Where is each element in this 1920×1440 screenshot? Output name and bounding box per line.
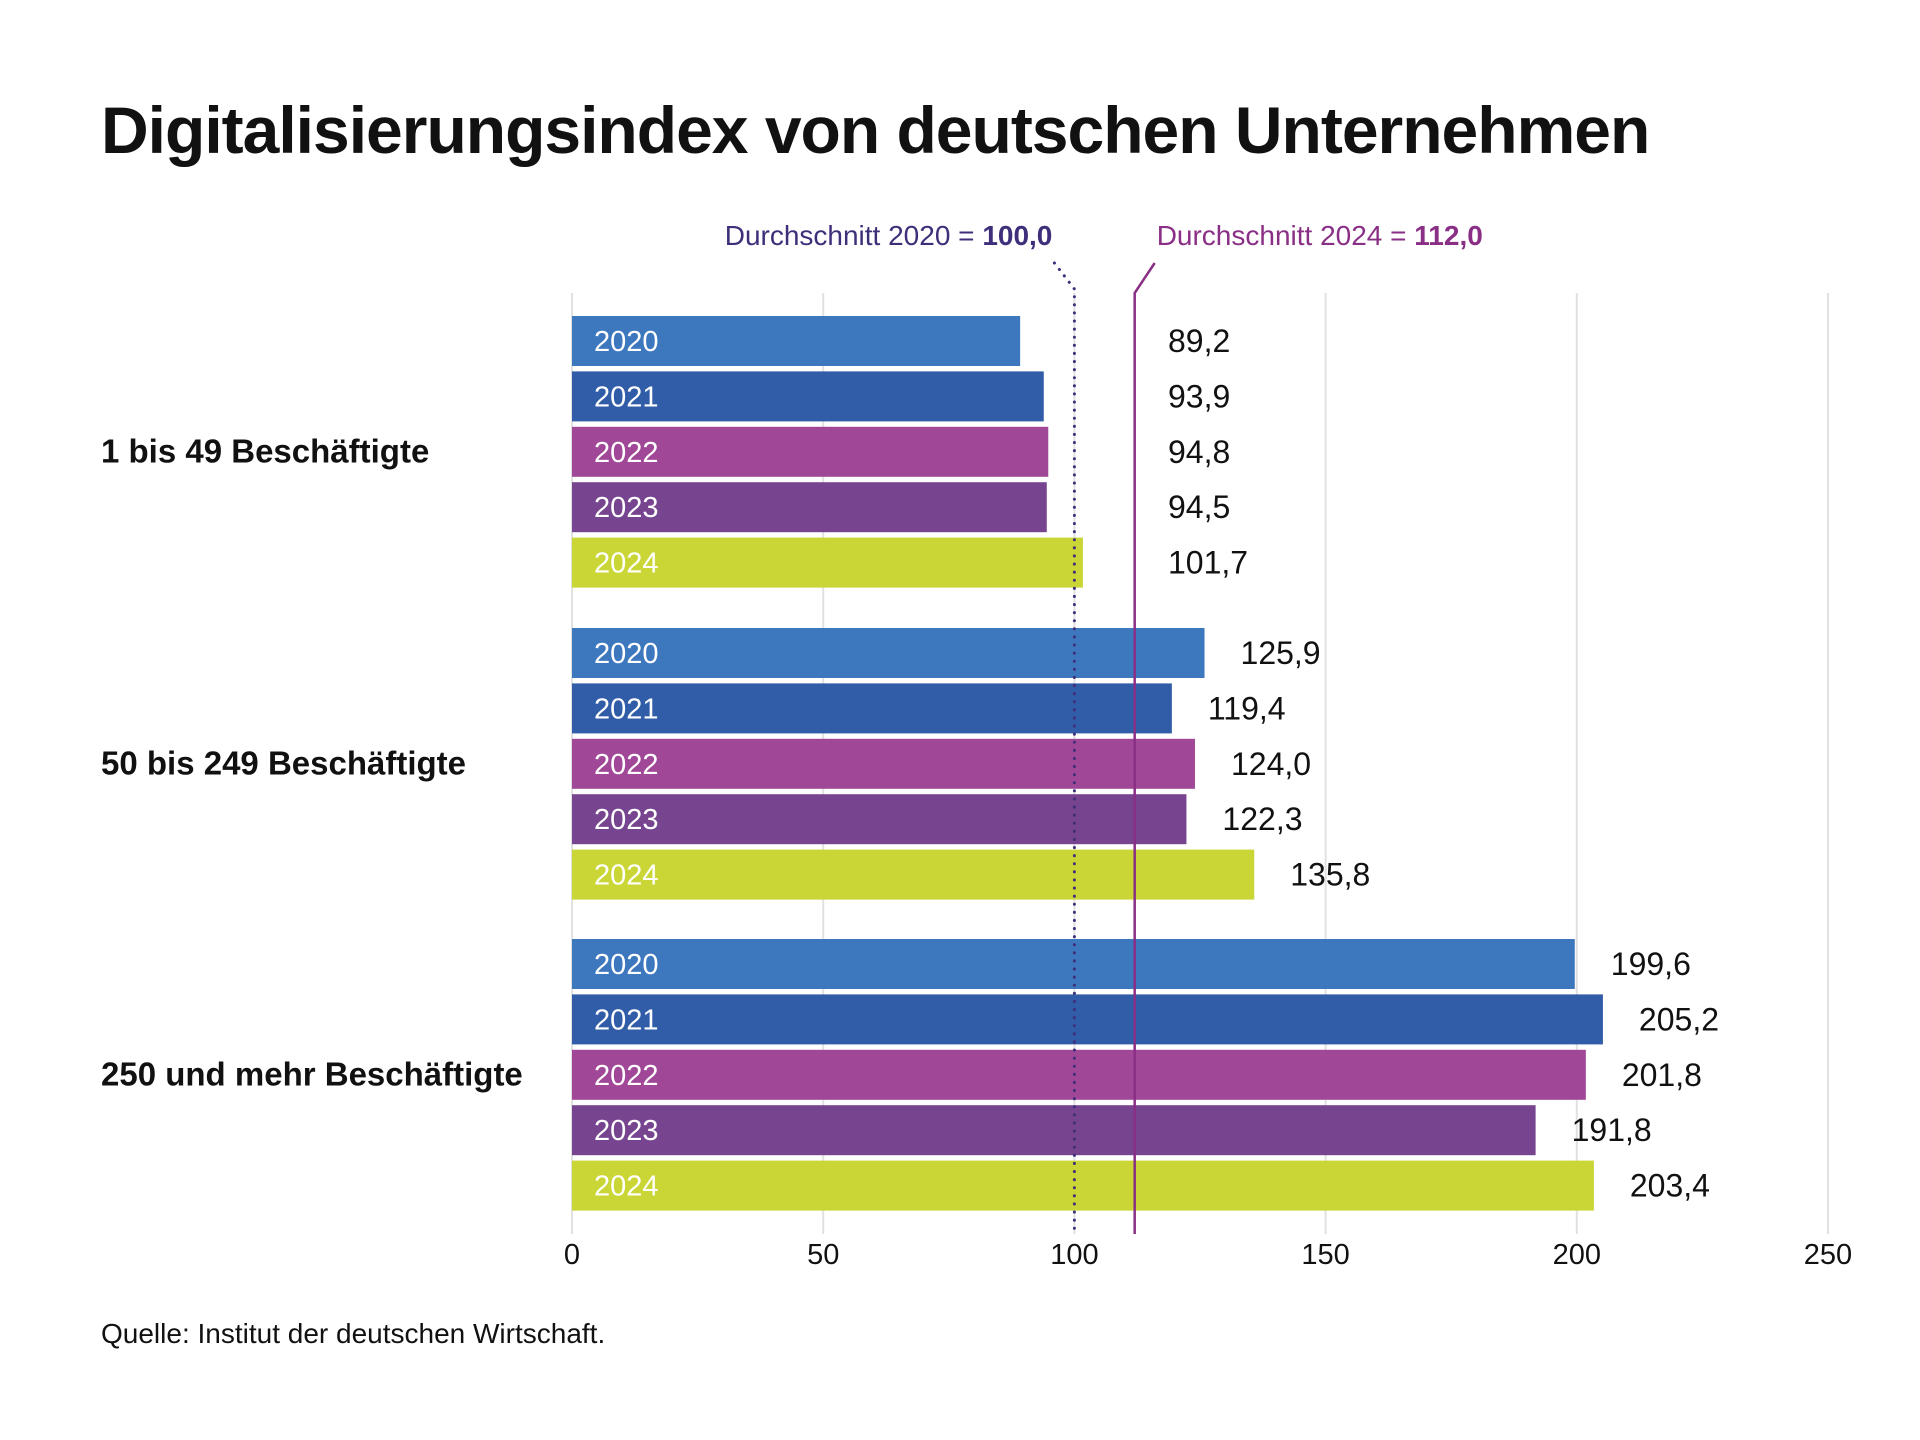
labels: 1 bis 49 Beschäftigte 2020 89,2 2021 93,9 202… [101, 323, 1719, 1204]
bar [572, 1049, 1586, 1100]
value-label: 125,9 [1241, 635, 1321, 671]
reference-line-avg-2024 [1133, 262, 1156, 1234]
bar [572, 738, 1195, 789]
value-label: 201,8 [1622, 1057, 1702, 1093]
bar [572, 426, 1049, 477]
bar [572, 994, 1603, 1045]
value-label: 191,8 [1572, 1112, 1652, 1148]
source-note: Quelle: Institut der deutschen Wirtschaf… [101, 1318, 606, 1349]
value-label: 101,7 [1168, 545, 1248, 581]
x-tick-label: 100 [1050, 1239, 1098, 1271]
bar [572, 371, 1044, 422]
bar [572, 628, 1205, 678]
bars [572, 316, 1603, 1211]
value-label: 94,8 [1168, 434, 1230, 470]
bar [572, 849, 1255, 900]
x-axis-ticks: 0 50 100 150 200 250 [564, 1239, 1852, 1271]
bar [572, 1160, 1594, 1211]
x-tick-label: 250 [1804, 1239, 1852, 1271]
category-label: 250 und mehr Beschäftigte [101, 1056, 523, 1093]
bar-year-label: 2021 [594, 1004, 659, 1036]
value-label: 205,2 [1639, 1001, 1719, 1037]
value-label: 93,9 [1168, 378, 1230, 414]
bar-year-label: 2022 [594, 437, 659, 469]
bar-year-label: 2020 [594, 326, 659, 358]
reference-label-avg-2020: Durchschnitt 2020 = 100,0 [725, 220, 1053, 251]
bar [572, 939, 1575, 989]
bar [572, 683, 1172, 734]
bar [572, 482, 1047, 533]
bar-year-label: 2021 [594, 693, 659, 725]
x-tick-label: 50 [807, 1239, 839, 1271]
reference-line-avg-2020 [1052, 261, 1076, 1236]
value-label: 135,8 [1290, 857, 1370, 893]
chart-title: Digitalisierungsindex von deutschen Unte… [101, 93, 1650, 167]
bar-year-label: 2024 [594, 548, 659, 580]
category-label: 50 bis 249 Beschäftigte [101, 745, 466, 782]
value-label: 122,3 [1222, 801, 1302, 837]
bar [572, 794, 1187, 845]
value-label: 119,4 [1208, 690, 1286, 726]
value-label: 203,4 [1630, 1168, 1710, 1204]
bar-year-label: 2023 [594, 492, 659, 524]
category-label: 1 bis 49 Beschäftigte [101, 433, 429, 470]
bar-year-label: 2024 [594, 860, 659, 892]
value-label: 94,5 [1168, 489, 1230, 525]
bar-year-label: 2023 [594, 804, 659, 836]
reference-lines: Durchschnitt 2020 = 100,0 Durchschnitt 20… [725, 220, 1483, 1236]
bar-year-label: 2020 [594, 949, 659, 981]
reference-label-avg-2024: Durchschnitt 2024 = 112,0 [1157, 220, 1483, 251]
bar-year-label: 2020 [594, 638, 659, 670]
x-tick-label: 150 [1301, 1239, 1349, 1271]
value-label: 199,6 [1611, 946, 1691, 982]
bar [572, 1105, 1536, 1156]
x-tick-label: 200 [1553, 1239, 1601, 1271]
bar-year-label: 2022 [594, 749, 659, 781]
bar [572, 537, 1083, 588]
x-tick-label: 0 [564, 1239, 580, 1271]
bar-year-label: 2024 [594, 1171, 659, 1203]
bar-year-label: 2023 [594, 1115, 659, 1147]
value-label: 124,0 [1231, 746, 1311, 782]
bar-year-label: 2022 [594, 1060, 659, 1092]
bar [572, 316, 1021, 366]
value-label: 89,2 [1168, 323, 1230, 359]
bar-year-label: 2021 [594, 381, 659, 413]
